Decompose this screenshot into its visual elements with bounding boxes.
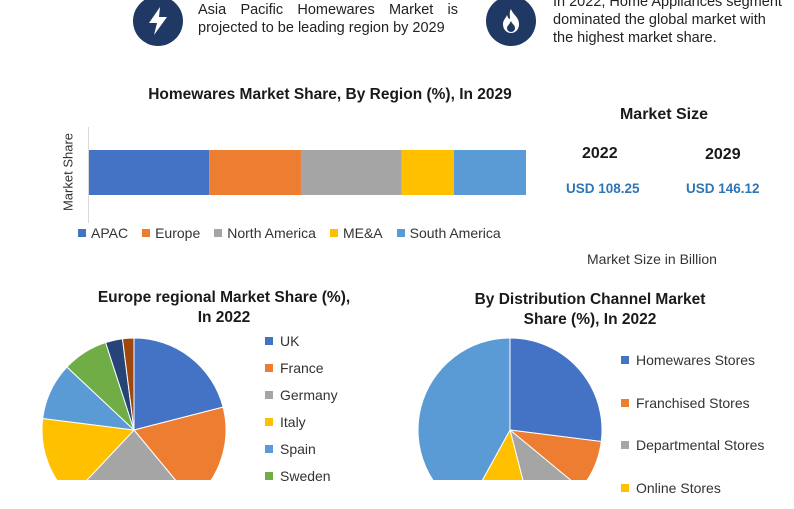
pie-legend-item: Online Stores	[621, 467, 764, 509]
stacked-bar-chart	[89, 150, 529, 200]
legend-swatch	[142, 229, 150, 237]
europe-pie-title-line2: In 2022	[74, 309, 374, 327]
bar-segment-europe	[209, 150, 301, 195]
legend-label: Online Stores	[636, 481, 721, 495]
flame-icon	[499, 7, 523, 35]
channel-pie-title-line1: By Distribution Channel Market	[440, 291, 740, 309]
legend-label: Germany	[280, 387, 338, 403]
bar-segment-apac	[89, 150, 209, 195]
right-banner-line1: In 2022, Home Appliances segment	[553, 0, 793, 11]
right-banner-text: In 2022, Home Appliances segment dominat…	[553, 0, 793, 47]
channel-pie-title-line2: Share (%), In 2022	[440, 311, 740, 329]
europe-pie-title-line1: Europe regional Market Share (%),	[74, 289, 374, 307]
legend-swatch	[78, 229, 86, 237]
bar-legend-item: South America	[397, 225, 501, 241]
bar-chart-title: Homewares Market Share, By Region (%), I…	[110, 86, 550, 104]
pie-legend-item: Italy	[265, 408, 338, 435]
bar-legend-item: ME&A	[330, 225, 383, 241]
legend-swatch	[265, 445, 273, 453]
market-size-value-2022: USD 108.25	[566, 181, 640, 196]
legend-label: South America	[410, 225, 501, 241]
bar-segment-me-a	[401, 150, 453, 195]
market-size-year-2022: 2022	[582, 145, 618, 163]
legend-label: France	[280, 360, 324, 376]
channel-pie-slice-homewares-stores	[510, 338, 602, 442]
legend-label: UK	[280, 333, 299, 349]
legend-label: Homewares Stores	[636, 353, 755, 367]
legend-label: Italy	[280, 414, 306, 430]
legend-label: Europe	[155, 225, 200, 241]
legend-label: North America	[227, 225, 316, 241]
market-size-title: Market Size	[612, 106, 716, 124]
legend-swatch	[621, 441, 629, 449]
bar-legend-item: APAC	[78, 225, 128, 241]
europe-pie-title: Europe regional Market Share (%), In 202…	[74, 289, 374, 327]
pie-legend-item: Spain	[265, 435, 338, 462]
bar-legend-item: North America	[214, 225, 316, 241]
pie-legend-item: France	[265, 354, 338, 381]
lightning-icon-badge	[133, 0, 183, 46]
bar-legend-item: Europe	[142, 225, 200, 241]
pie-legend-item: Homewares Stores	[621, 339, 764, 382]
legend-label: Sweden	[280, 468, 331, 484]
pie-legend-item: Departmental Stores	[621, 424, 764, 467]
market-size-value-2029: USD 146.12	[686, 181, 760, 196]
channel-pie-title: By Distribution Channel Market Share (%)…	[440, 291, 740, 329]
market-size-footnote: Market Size in Billion	[587, 251, 717, 267]
legend-swatch	[397, 229, 405, 237]
legend-swatch	[265, 364, 273, 372]
pie-legend-item: UK	[265, 327, 338, 354]
legend-label: Franchised Stores	[636, 396, 750, 410]
legend-swatch	[621, 399, 629, 407]
left-banner-text: Asia Pacific Homewares Market is project…	[198, 1, 458, 37]
flame-icon-badge	[486, 0, 536, 46]
lightning-icon	[145, 6, 171, 36]
market-size-year-2029: 2029	[705, 146, 741, 164]
bar-chart-ylabel: Market Share	[61, 133, 76, 211]
legend-label: ME&A	[343, 225, 383, 241]
legend-label: APAC	[91, 225, 128, 241]
bar-segment-south-america	[454, 150, 526, 195]
legend-swatch	[265, 472, 273, 480]
europe-pie-chart	[34, 330, 234, 480]
bar-chart-legend: APAC Europe North America ME&A South America	[78, 225, 501, 241]
pie-legend-item: Germany	[265, 381, 338, 408]
legend-swatch	[330, 229, 338, 237]
channel-pie-chart	[410, 330, 610, 480]
legend-swatch	[621, 484, 629, 492]
legend-label: Departmental Stores	[636, 438, 764, 452]
europe-pie-legend: UK France Germany Italy Spain Sweden	[265, 327, 338, 489]
channel-pie-legend: Homewares Stores Franchised Stores Departm…	[621, 339, 764, 509]
legend-swatch	[265, 337, 273, 345]
legend-swatch	[621, 356, 629, 364]
legend-swatch	[265, 391, 273, 399]
pie-legend-item: Franchised Stores	[621, 382, 764, 425]
legend-label: Spain	[280, 441, 316, 457]
bar-segment-north-america	[301, 150, 402, 195]
pie-legend-item: Sweden	[265, 462, 338, 489]
legend-swatch	[214, 229, 222, 237]
legend-swatch	[265, 418, 273, 426]
right-banner-line2: dominated the global market with	[553, 11, 793, 29]
right-banner-line3: the highest market share.	[553, 29, 793, 47]
